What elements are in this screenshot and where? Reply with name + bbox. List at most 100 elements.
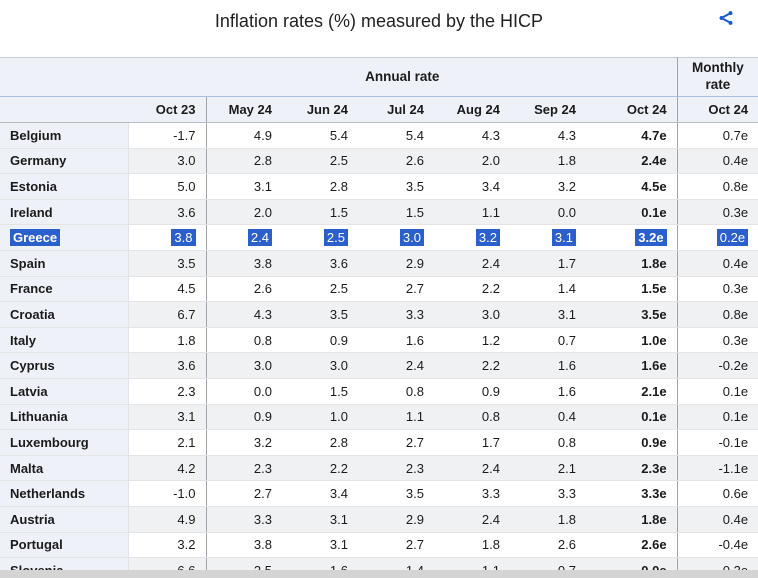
value-cell[interactable]: 3.0 <box>206 352 282 379</box>
value-cell[interactable]: 0.9 <box>206 404 282 431</box>
value-cell[interactable]: 3.6 <box>128 199 207 226</box>
value-cell[interactable]: 0.7 <box>510 327 586 354</box>
value-cell[interactable]: 3.3 <box>510 480 586 507</box>
country-cell[interactable]: Italy <box>0 327 129 354</box>
country-cell[interactable]: Germany <box>0 148 129 175</box>
value-cell[interactable]: 0.8 <box>358 378 434 405</box>
value-cell[interactable]: 3.0 <box>434 301 510 328</box>
value-cell[interactable]: 3.5 <box>358 480 434 507</box>
value-cell[interactable]: 3.2 <box>510 173 586 200</box>
value-cell[interactable]: 4.3 <box>206 301 282 328</box>
country-cell[interactable]: Latvia <box>0 378 129 405</box>
value-cell[interactable]: 1.0e <box>586 327 678 354</box>
country-cell[interactable]: Greece <box>0 224 129 251</box>
value-cell[interactable]: 3.5 <box>282 301 358 328</box>
value-cell[interactable]: 0.8e <box>677 173 758 200</box>
value-cell[interactable]: 1.2 <box>434 327 510 354</box>
value-cell[interactable]: 0.3e <box>677 276 758 303</box>
value-cell[interactable]: 3.1 <box>510 224 586 251</box>
value-cell[interactable]: 0.0 <box>206 378 282 405</box>
value-cell[interactable]: 5.0 <box>128 173 207 200</box>
value-cell[interactable]: 4.9 <box>128 506 207 533</box>
value-cell[interactable]: 1.6 <box>358 327 434 354</box>
value-cell[interactable]: 0.1e <box>586 199 678 226</box>
value-cell[interactable]: 5.4 <box>358 122 434 149</box>
value-cell[interactable]: 0.8e <box>677 301 758 328</box>
value-cell[interactable]: 3.0 <box>358 224 434 251</box>
value-cell[interactable]: 2.5 <box>282 148 358 175</box>
value-cell[interactable]: 2.2 <box>434 276 510 303</box>
value-cell[interactable]: 3.2 <box>128 532 207 559</box>
value-cell[interactable]: 1.8e <box>586 250 678 277</box>
country-cell[interactable]: Belgium <box>0 122 129 149</box>
value-cell[interactable]: 0.1e <box>677 378 758 405</box>
value-cell[interactable]: 1.1 <box>358 404 434 431</box>
value-cell[interactable]: 2.3e <box>586 455 678 482</box>
value-cell[interactable]: 2.7 <box>358 532 434 559</box>
value-cell[interactable]: 2.6 <box>358 148 434 175</box>
value-cell[interactable]: 0.8 <box>434 404 510 431</box>
country-cell[interactable]: Luxembourg <box>0 429 129 456</box>
value-cell[interactable]: 3.2 <box>434 224 510 251</box>
value-cell[interactable]: 1.8 <box>510 506 586 533</box>
value-cell[interactable]: 4.9 <box>206 122 282 149</box>
value-cell[interactable]: 3.2 <box>206 429 282 456</box>
value-cell[interactable]: 4.2 <box>128 455 207 482</box>
value-cell[interactable]: 3.4 <box>434 173 510 200</box>
value-cell[interactable]: 3.6 <box>128 352 207 379</box>
value-cell[interactable]: 1.8e <box>586 506 678 533</box>
value-cell[interactable]: 3.2e <box>586 224 678 251</box>
value-cell[interactable]: 2.4 <box>434 506 510 533</box>
value-cell[interactable]: 4.5e <box>586 173 678 200</box>
value-cell[interactable]: 3.1 <box>282 532 358 559</box>
value-cell[interactable]: 2.8 <box>282 173 358 200</box>
value-cell[interactable]: 2.2 <box>434 352 510 379</box>
value-cell[interactable]: 2.4 <box>434 250 510 277</box>
value-cell[interactable]: 1.6 <box>510 352 586 379</box>
value-cell[interactable]: 3.1 <box>128 404 207 431</box>
country-cell[interactable]: France <box>0 276 129 303</box>
value-cell[interactable]: 2.6e <box>586 532 678 559</box>
value-cell[interactable]: 3.3e <box>586 480 678 507</box>
country-cell[interactable]: Malta <box>0 455 129 482</box>
value-cell[interactable]: 4.7e <box>586 122 678 149</box>
value-cell[interactable]: 2.7 <box>206 480 282 507</box>
country-cell[interactable]: Spain <box>0 250 129 277</box>
value-cell[interactable]: 2.4e <box>586 148 678 175</box>
value-cell[interactable]: 2.4 <box>206 224 282 251</box>
value-cell[interactable]: 2.1 <box>510 455 586 482</box>
value-cell[interactable]: 4.5 <box>128 276 207 303</box>
value-cell[interactable]: 0.4 <box>510 404 586 431</box>
share-button[interactable] <box>716 9 736 29</box>
value-cell[interactable]: -1.7 <box>128 122 207 149</box>
value-cell[interactable]: 2.6 <box>206 276 282 303</box>
value-cell[interactable]: 0.0 <box>510 199 586 226</box>
value-cell[interactable]: 0.8 <box>510 429 586 456</box>
value-cell[interactable]: 0.1e <box>586 404 678 431</box>
value-cell[interactable]: 0.9 <box>282 327 358 354</box>
value-cell[interactable]: 1.5 <box>282 199 358 226</box>
value-cell[interactable]: 2.0 <box>434 148 510 175</box>
value-cell[interactable]: 2.2 <box>282 455 358 482</box>
value-cell[interactable]: 2.5 <box>282 276 358 303</box>
value-cell[interactable]: 2.3 <box>128 378 207 405</box>
value-cell[interactable]: 6.7 <box>128 301 207 328</box>
country-cell[interactable]: Portugal <box>0 532 129 559</box>
value-cell[interactable]: 0.4e <box>677 148 758 175</box>
country-cell[interactable]: Netherlands <box>0 480 129 507</box>
value-cell[interactable]: -0.4e <box>677 532 758 559</box>
value-cell[interactable]: 3.5 <box>128 250 207 277</box>
value-cell[interactable]: 1.0 <box>282 404 358 431</box>
value-cell[interactable]: 1.8 <box>128 327 207 354</box>
value-cell[interactable]: 3.8 <box>206 532 282 559</box>
value-cell[interactable]: 1.1 <box>434 199 510 226</box>
country-cell[interactable]: Lithuania <box>0 404 129 431</box>
value-cell[interactable]: 1.6e <box>586 352 678 379</box>
value-cell[interactable]: 3.6 <box>282 250 358 277</box>
value-cell[interactable]: 3.8 <box>206 250 282 277</box>
value-cell[interactable]: 3.4 <box>282 480 358 507</box>
value-cell[interactable]: -0.2e <box>677 352 758 379</box>
value-cell[interactable]: 2.7 <box>358 429 434 456</box>
value-cell[interactable]: 3.5e <box>586 301 678 328</box>
value-cell[interactable]: 1.6 <box>510 378 586 405</box>
